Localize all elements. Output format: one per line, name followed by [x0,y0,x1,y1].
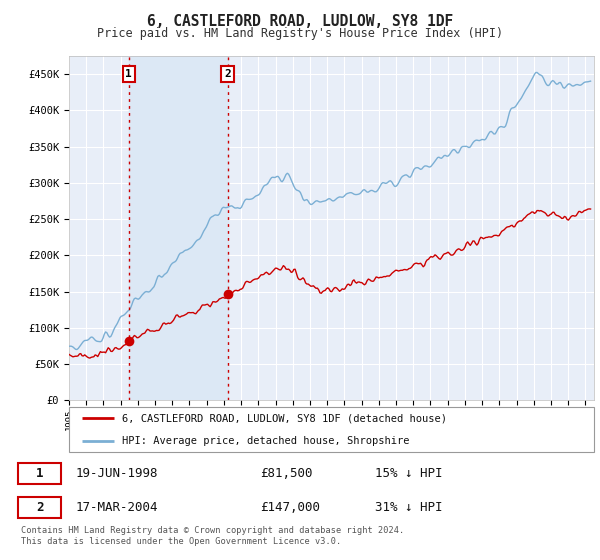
Text: 1: 1 [125,69,132,79]
Text: 6, CASTLEFORD ROAD, LUDLOW, SY8 1DF (detached house): 6, CASTLEFORD ROAD, LUDLOW, SY8 1DF (det… [121,413,446,423]
Text: 31% ↓ HPI: 31% ↓ HPI [375,501,443,514]
Text: 2: 2 [36,501,43,514]
Text: £81,500: £81,500 [260,467,313,480]
Text: 2: 2 [224,69,231,79]
FancyBboxPatch shape [69,407,594,452]
Text: 17-MAR-2004: 17-MAR-2004 [76,501,158,514]
Text: 15% ↓ HPI: 15% ↓ HPI [375,467,443,480]
Text: £147,000: £147,000 [260,501,320,514]
Text: Price paid vs. HM Land Registry's House Price Index (HPI): Price paid vs. HM Land Registry's House … [97,27,503,40]
Text: 19-JUN-1998: 19-JUN-1998 [76,467,158,480]
FancyBboxPatch shape [18,463,61,484]
Text: 6, CASTLEFORD ROAD, LUDLOW, SY8 1DF: 6, CASTLEFORD ROAD, LUDLOW, SY8 1DF [147,14,453,29]
FancyBboxPatch shape [18,497,61,519]
Text: 1: 1 [36,467,43,480]
Text: Contains HM Land Registry data © Crown copyright and database right 2024.
This d: Contains HM Land Registry data © Crown c… [21,526,404,546]
Bar [129,56,227,400]
Text: HPI: Average price, detached house, Shropshire: HPI: Average price, detached house, Shro… [121,436,409,446]
